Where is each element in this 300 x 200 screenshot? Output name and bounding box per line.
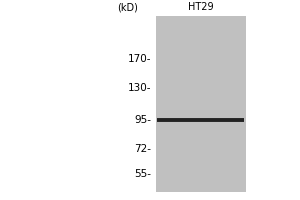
Text: (kD): (kD) (117, 2, 138, 12)
Text: 130-: 130- (128, 83, 152, 93)
Text: 55-: 55- (134, 169, 152, 179)
Text: 170-: 170- (128, 54, 152, 64)
Text: 95-: 95- (134, 115, 152, 125)
FancyBboxPatch shape (156, 16, 246, 192)
Text: 72-: 72- (134, 144, 152, 154)
Text: HT29: HT29 (188, 2, 214, 12)
